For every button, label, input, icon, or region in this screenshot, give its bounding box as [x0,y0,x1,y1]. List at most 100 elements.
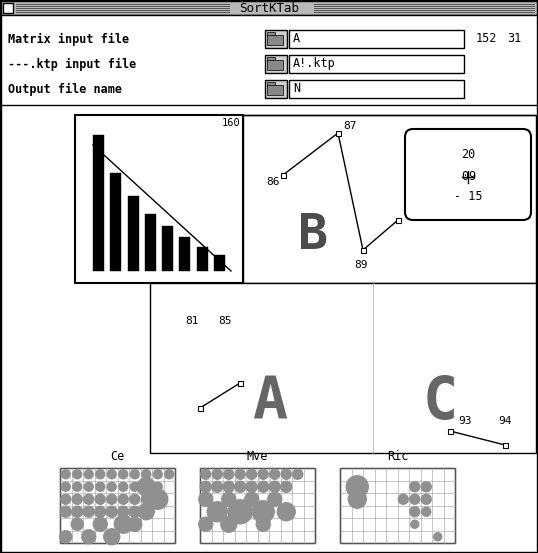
Circle shape [246,481,257,492]
Circle shape [247,469,257,479]
Circle shape [224,469,233,479]
Circle shape [61,469,70,479]
Circle shape [207,502,227,521]
Circle shape [421,482,431,492]
Circle shape [106,506,117,517]
Circle shape [83,506,94,517]
Bar [280,173,286,178]
Bar [1,1,537,15]
Circle shape [258,481,269,492]
Text: 87: 87 [343,121,357,131]
Text: N: N [293,82,300,96]
Bar [197,405,202,410]
Text: 89: 89 [354,260,368,270]
Bar [267,57,275,61]
Circle shape [72,506,83,517]
Circle shape [221,517,237,532]
Circle shape [128,517,141,531]
Circle shape [346,476,368,498]
Bar [267,82,275,86]
Circle shape [118,506,129,517]
Bar [60,468,175,543]
Bar [395,217,400,222]
Circle shape [95,494,105,504]
Text: Ric: Ric [387,450,408,463]
Circle shape [107,482,116,491]
Circle shape [199,492,213,506]
Circle shape [410,494,420,504]
Circle shape [82,530,96,544]
Circle shape [252,501,274,523]
Circle shape [410,507,420,517]
Circle shape [60,531,72,542]
Circle shape [153,469,162,479]
Circle shape [73,469,82,479]
Bar [267,32,275,36]
Bar [289,55,464,73]
Bar [93,135,104,271]
Circle shape [71,518,83,530]
Text: 81: 81 [185,316,199,326]
Circle shape [107,494,117,504]
Bar [162,226,173,271]
Circle shape [118,494,128,504]
Bar [265,30,287,48]
Bar [128,196,139,271]
Circle shape [95,506,106,517]
Circle shape [130,469,139,479]
Circle shape [114,515,132,533]
Bar [75,115,243,283]
Text: 92: 92 [403,208,416,218]
Circle shape [281,469,291,479]
Text: ---.ktp input file: ---.ktp input file [8,58,136,71]
Circle shape [269,481,280,492]
Bar [336,131,341,135]
Circle shape [148,489,168,509]
Circle shape [93,517,107,531]
Circle shape [201,469,211,479]
Circle shape [138,504,154,520]
Circle shape [96,469,105,479]
Circle shape [270,469,280,479]
Circle shape [421,494,431,504]
Circle shape [223,481,234,492]
Bar [267,85,283,95]
Circle shape [422,507,431,517]
Bar [3,3,13,13]
Text: 9: 9 [468,170,475,184]
Text: B: B [298,211,328,259]
Circle shape [104,529,120,545]
Text: 94: 94 [498,416,512,426]
Circle shape [141,482,151,491]
Circle shape [200,481,211,492]
Circle shape [153,482,162,491]
Text: 85: 85 [218,316,231,326]
Circle shape [141,469,151,479]
Bar [360,248,365,253]
Circle shape [281,481,292,492]
Circle shape [129,506,140,517]
Text: Matrix input file: Matrix input file [8,33,129,45]
Circle shape [96,482,105,491]
Circle shape [434,533,442,541]
Text: 160: 160 [221,118,240,128]
Bar [502,442,507,447]
Bar [265,55,287,73]
Circle shape [235,469,245,479]
Circle shape [212,481,223,492]
Bar [200,468,315,543]
Bar [289,30,464,48]
Bar [243,115,536,283]
Circle shape [268,492,282,506]
Bar [150,283,536,453]
Bar [145,214,156,271]
Circle shape [84,494,94,504]
Circle shape [410,520,419,528]
Text: C: C [422,374,457,431]
Text: SortKTab: SortKTab [239,2,299,14]
Circle shape [130,482,139,491]
Text: 20: 20 [461,149,475,161]
Circle shape [199,517,213,531]
Bar [179,237,190,271]
Circle shape [130,494,140,504]
